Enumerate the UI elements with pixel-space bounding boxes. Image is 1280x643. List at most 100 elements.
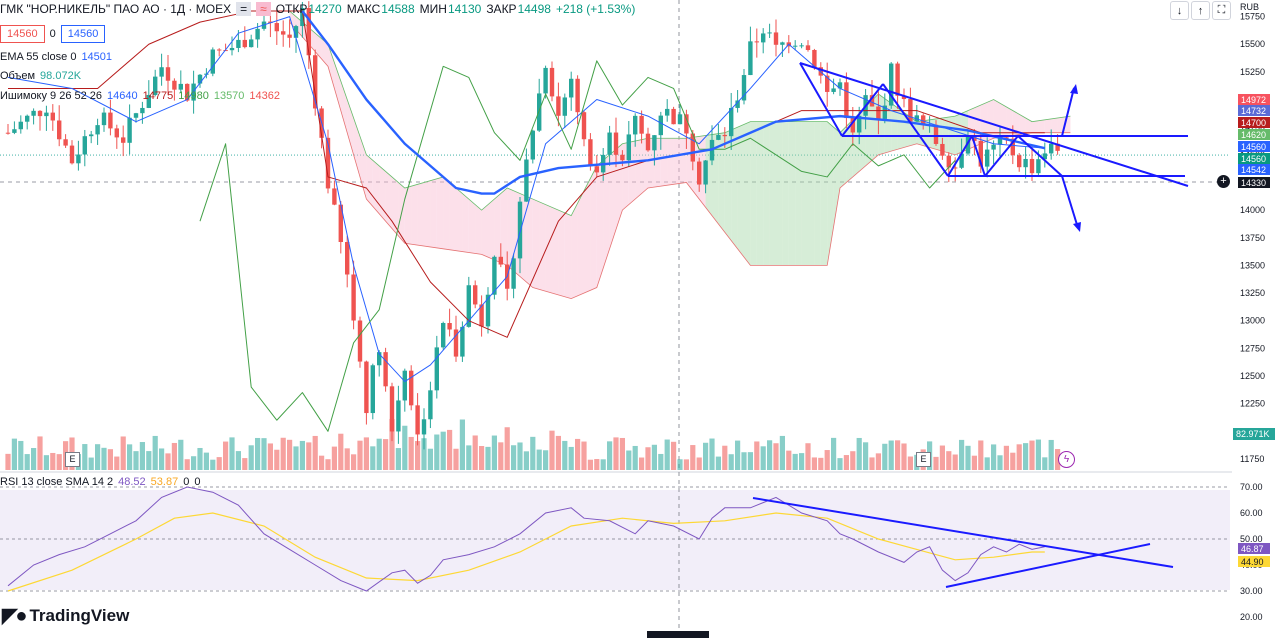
candle-body[interactable] — [1055, 143, 1060, 151]
candle-body[interactable] — [421, 419, 427, 435]
candle-body[interactable] — [953, 167, 958, 169]
candle-body[interactable] — [12, 129, 17, 133]
candle-body[interactable] — [69, 145, 75, 164]
candle-body[interactable] — [95, 125, 100, 135]
ema-legend[interactable]: EMA 55 close 0 14501 — [0, 51, 117, 63]
candle-body[interactable] — [1017, 155, 1022, 168]
candle-body[interactable] — [460, 326, 465, 357]
candle-body[interactable] — [1029, 158, 1035, 174]
candle-body[interactable] — [485, 294, 491, 327]
candle-body[interactable] — [537, 93, 542, 131]
candle-body[interactable] — [607, 132, 612, 155]
candle-body[interactable] — [121, 137, 126, 143]
candle-body[interactable] — [441, 323, 446, 348]
scroll-up-button[interactable]: ↑ — [1191, 1, 1210, 20]
candle-body[interactable] — [236, 39, 241, 48]
candle-body[interactable] — [562, 97, 567, 116]
candle-body[interactable] — [933, 124, 939, 144]
earnings-event-badge[interactable]: E — [65, 452, 80, 467]
candle-body[interactable] — [1023, 158, 1028, 168]
candle-body[interactable] — [89, 134, 94, 137]
candle-body[interactable] — [479, 304, 484, 327]
candle-body[interactable] — [127, 117, 132, 143]
price-axis[interactable]: 1575015500152501500014750145001425014000… — [1232, 0, 1280, 638]
candle-body[interactable] — [530, 130, 535, 160]
candle-body[interactable] — [293, 26, 299, 38]
candle-body[interactable] — [575, 78, 580, 113]
candle-body[interactable] — [389, 386, 395, 432]
candle-body[interactable] — [581, 112, 587, 140]
add-price-icon[interactable]: + — [1217, 175, 1230, 188]
candle-body[interactable] — [31, 110, 36, 116]
candle-body[interactable] — [498, 256, 503, 265]
candle-body[interactable] — [172, 80, 177, 90]
candle-body[interactable] — [517, 201, 523, 259]
candle-body[interactable] — [409, 370, 414, 406]
candle-body[interactable] — [812, 49, 817, 68]
candle-body[interactable] — [178, 83, 183, 90]
candle-body[interactable] — [985, 149, 990, 167]
candle-body[interactable] — [300, 8, 305, 27]
trend-line[interactable] — [1017, 135, 1063, 177]
candle-body[interactable] — [805, 45, 811, 50]
arrow-down-line[interactable] — [1061, 175, 1079, 229]
candle-body[interactable] — [978, 140, 983, 167]
candle-body[interactable] — [748, 41, 753, 76]
candle-body[interactable] — [703, 160, 708, 185]
candle-body[interactable] — [741, 75, 747, 101]
candle-body[interactable] — [511, 258, 516, 289]
candle-body[interactable] — [153, 76, 158, 95]
candle-body[interactable] — [997, 137, 1003, 145]
candle-body[interactable] — [108, 112, 113, 129]
candle-body[interactable] — [249, 39, 254, 48]
candle-body[interactable] — [37, 110, 43, 117]
tradingview-logo[interactable]: ◤● TradingView — [2, 603, 129, 628]
candle-body[interactable] — [652, 135, 657, 151]
candle-body[interactable] — [185, 83, 190, 101]
candle-body[interactable] — [799, 45, 804, 47]
candle-body[interactable] — [729, 107, 734, 137]
candle-body[interactable] — [754, 41, 759, 43]
candle-body[interactable] — [281, 31, 286, 35]
candle-body[interactable] — [57, 120, 62, 140]
candle-body[interactable] — [825, 75, 830, 92]
candle-body[interactable] — [242, 39, 247, 48]
candle-body[interactable] — [991, 144, 996, 150]
candle-body[interactable] — [959, 153, 964, 168]
candle-body[interactable] — [639, 115, 644, 134]
trend-line[interactable] — [984, 135, 1019, 177]
candle-body[interactable] — [594, 166, 599, 173]
trend-line[interactable] — [752, 497, 1174, 568]
candle-body[interactable] — [133, 113, 139, 118]
candle-body[interactable] — [466, 285, 471, 327]
candle-body[interactable] — [524, 159, 529, 202]
candle-body[interactable] — [921, 115, 926, 125]
trend-line[interactable] — [799, 62, 1189, 187]
candle-body[interactable] — [453, 329, 459, 357]
candle-body[interactable] — [82, 136, 87, 155]
candle-body[interactable] — [191, 83, 196, 101]
candle-body[interactable] — [946, 155, 951, 168]
candle-body[interactable] — [626, 134, 631, 161]
candle-body[interactable] — [761, 33, 766, 43]
sell-button[interactable]: 14560 — [0, 25, 45, 43]
candle-body[interactable] — [844, 82, 849, 119]
candle-body[interactable] — [415, 405, 420, 435]
candle-body[interactable] — [665, 108, 670, 116]
rsi-pane[interactable] — [7, 486, 1045, 592]
candle-body[interactable] — [140, 107, 145, 114]
volume-legend[interactable]: Объем 98.072K — [0, 70, 86, 82]
candle-body[interactable] — [325, 137, 331, 189]
candle-body[interactable] — [869, 95, 875, 107]
scroll-down-button[interactable]: ↓ — [1170, 1, 1189, 20]
candle-body[interactable] — [543, 67, 548, 94]
currency-label[interactable]: RUB — [1240, 2, 1260, 12]
candle-body[interactable] — [831, 88, 836, 92]
candle-body[interactable] — [722, 134, 727, 137]
earnings-event-badge[interactable]: E — [916, 452, 931, 467]
candle-body[interactable] — [44, 112, 49, 117]
candle-body[interactable] — [735, 100, 740, 108]
candle-body[interactable] — [210, 49, 215, 74]
candle-body[interactable] — [197, 74, 203, 84]
